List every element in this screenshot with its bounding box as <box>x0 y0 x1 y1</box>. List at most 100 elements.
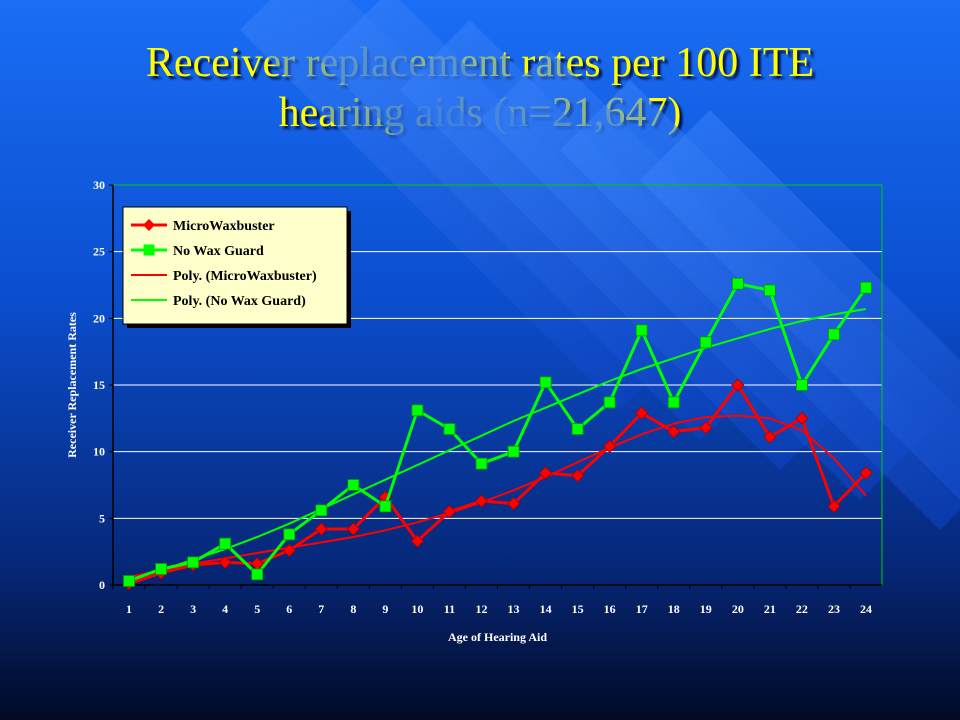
x-tick-labels: 1 2 3 4 5 6 7 8 9 10 11 12 13 14 15 16 17 18 19 20 21 22 23 24 <box>126 602 872 616</box>
legend-label: No Wax Guard <box>173 244 264 259</box>
x-tick-label: 15 <box>572 602 584 616</box>
x-tick-label: 17 <box>636 602 648 616</box>
data-point-square <box>283 528 296 541</box>
x-tick-label: 13 <box>508 602 520 616</box>
data-point-diamond <box>763 430 777 444</box>
data-point-square <box>187 556 200 569</box>
x-tick-label: 14 <box>540 602 552 616</box>
legend-marker-square <box>143 244 155 256</box>
data-point-diamond <box>795 411 809 425</box>
series-no-wax-guard <box>123 277 872 587</box>
data-point-diamond <box>474 494 489 508</box>
data-point-diamond <box>635 406 649 420</box>
y-tick-label: 5 <box>99 511 105 525</box>
data-point-diamond <box>314 522 328 536</box>
legend-label: MicroWaxbuster <box>173 219 275 234</box>
data-point-square <box>699 336 712 349</box>
y-tick-label: 15 <box>93 378 105 392</box>
y-tick-labels: 0 5 10 15 20 25 30 <box>93 178 105 592</box>
data-point-square <box>347 479 360 491</box>
legend-entry: Poly. (MicroWaxbuster) <box>131 269 317 284</box>
legend-label: Poly. (No Wax Guard) <box>173 294 306 309</box>
data-point-square <box>763 284 776 297</box>
x-tick-label: 1 <box>126 602 132 616</box>
trendlines <box>128 308 867 581</box>
data-point-square <box>539 376 552 389</box>
legend-entry: MicroWaxbuster <box>131 219 275 234</box>
y-tick-label: 10 <box>93 445 105 459</box>
x-tick-label: 23 <box>828 602 840 616</box>
data-point-square <box>603 396 616 409</box>
x-tick-label: 3 <box>190 602 196 616</box>
data-point-square <box>251 568 264 581</box>
data-point-square <box>315 504 328 517</box>
x-tick-label: 10 <box>411 602 423 616</box>
y-tick-label: 30 <box>93 178 105 192</box>
y-tick-label: 0 <box>99 578 105 592</box>
y-axis-title: Receiver Replacement Rates <box>65 312 79 458</box>
data-point-square <box>475 457 488 470</box>
legend-entry: No Wax Guard <box>131 244 264 259</box>
series-line <box>128 382 868 586</box>
data-point-diamond <box>282 543 296 557</box>
x-tick-label: 4 <box>222 602 228 616</box>
background-decoration <box>240 0 960 530</box>
data-point-square <box>123 575 135 587</box>
data-point-square <box>219 537 232 550</box>
data-point-diamond <box>667 425 681 439</box>
x-tick-label: 22 <box>796 602 808 616</box>
trendline-no-wax-guard <box>128 308 867 581</box>
data-point-diamond <box>346 522 360 536</box>
data-point-square <box>731 277 744 290</box>
data-point-diamond <box>571 469 585 483</box>
data-point-diamond <box>410 534 424 548</box>
data-point-diamond <box>827 499 841 513</box>
data-point-diamond <box>731 378 745 392</box>
data-point-square <box>571 423 584 435</box>
data-point-square <box>379 500 392 513</box>
data-point-diamond <box>442 505 457 519</box>
x-tick-label: 11 <box>444 602 455 616</box>
legend-label: Poly. (MicroWaxbuster) <box>173 269 317 284</box>
data-point-square <box>507 445 520 458</box>
series-microwaxbuster <box>122 378 873 591</box>
y-tick-label: 20 <box>93 311 105 325</box>
data-point-diamond <box>538 466 553 480</box>
x-tick-label: 5 <box>254 602 260 616</box>
legend-marker-diamond <box>143 219 155 231</box>
data-series <box>122 277 873 591</box>
data-point-square <box>411 404 424 417</box>
axes <box>109 184 883 589</box>
data-point-square <box>860 281 872 294</box>
x-tick-label: 24 <box>860 602 872 616</box>
x-tick-label: 7 <box>318 602 324 616</box>
trendline-microwaxbuster <box>128 414 867 578</box>
data-point-diamond <box>603 439 617 453</box>
x-tick-label: 16 <box>604 602 616 616</box>
x-tick-label: 18 <box>668 602 680 616</box>
data-point-diamond <box>506 497 521 511</box>
x-tick-label: 9 <box>382 602 388 616</box>
x-axis-title: Age of Hearing Aid <box>448 630 547 644</box>
x-tick-label: 21 <box>764 602 776 616</box>
data-point-square <box>443 423 456 435</box>
x-tick-label: 19 <box>700 602 712 616</box>
x-tick-label: 12 <box>475 602 487 616</box>
x-tick-label: 20 <box>732 602 744 616</box>
legend-entry: Poly. (No Wax Guard) <box>131 294 306 309</box>
x-tick-label: 6 <box>286 602 292 616</box>
data-point-diamond <box>859 466 873 480</box>
data-point-square <box>667 396 680 409</box>
data-point-square <box>155 563 167 575</box>
x-tick-label: 8 <box>350 602 356 616</box>
data-point-square <box>828 328 840 341</box>
data-point-diamond <box>699 421 713 435</box>
x-tick-label: 2 <box>158 602 164 616</box>
data-point-square <box>795 379 808 391</box>
background-stripe <box>640 110 960 500</box>
y-tick-label: 25 <box>93 245 105 259</box>
legend: MicroWaxbuster No Wax Guard Poly. (MicroWa… <box>122 206 351 328</box>
data-point-diamond <box>218 555 232 569</box>
data-point-square <box>635 324 648 337</box>
